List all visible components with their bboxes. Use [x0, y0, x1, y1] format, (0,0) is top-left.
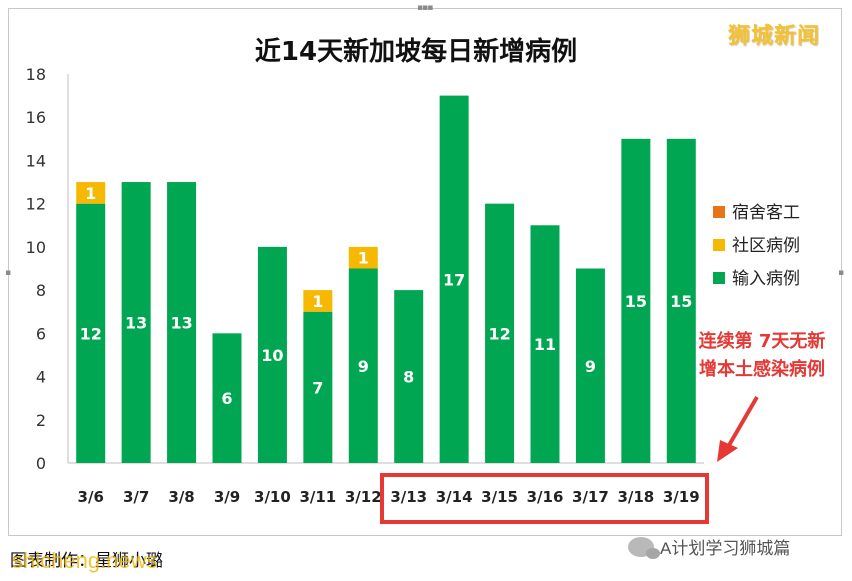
data-label: 11 — [534, 335, 556, 354]
x-tick-label: 3/7 — [123, 488, 149, 506]
bars: 12 1 13 13 6 10 7 1 9 1 8 17 12 11 9 15 15 — [76, 95, 696, 464]
data-label: 9 — [358, 357, 369, 376]
data-label: 13 — [125, 314, 147, 333]
annotation-arrow-shaft — [726, 395, 759, 449]
data-label: 8 — [403, 368, 414, 387]
wechat-icon — [628, 536, 660, 559]
x-tick-label: 3/6 — [78, 488, 104, 506]
wechat-account-label: A计划学习狮城篇 — [660, 539, 791, 558]
annotation-arrow-head — [717, 440, 738, 462]
chart-title: 近14天新加坡每日新增病例 — [255, 36, 577, 67]
data-label: 9 — [585, 357, 596, 376]
legend-swatch — [713, 272, 725, 284]
legend-label: 宿舍客工 — [732, 203, 800, 223]
bar — [666, 138, 696, 464]
legend-swatch — [713, 206, 725, 218]
wechat-account: A计划学习狮城篇 — [628, 534, 790, 559]
x-tick-label: 3/19 — [663, 488, 700, 506]
x-tick-label: 3/18 — [617, 488, 654, 506]
bar — [485, 203, 515, 463]
data-label: 7 — [312, 378, 323, 397]
data-label: 1 — [85, 184, 96, 203]
y-tick-label: 4 — [36, 368, 46, 387]
resize-handle-right[interactable]: ▪ — [838, 268, 844, 278]
x-tick-label: 3/12 — [345, 488, 382, 506]
data-label: 6 — [221, 389, 232, 408]
annotation-text: 增本土感染病例 — [699, 358, 825, 380]
x-tick-label: 3/8 — [168, 488, 194, 506]
x-tick-label: 3/15 — [481, 488, 518, 506]
resize-handle-top[interactable]: ▪▪▪ — [417, 3, 433, 13]
bar — [530, 225, 560, 463]
data-label: 15 — [670, 292, 692, 311]
caption: 图表制作：星狮小璐 — [10, 551, 163, 571]
bar — [121, 182, 151, 464]
data-label: 15 — [625, 292, 647, 311]
bar — [76, 182, 106, 204]
x-tick-label: 3/13 — [390, 488, 427, 506]
bar — [167, 182, 197, 464]
x-tick-label: 3/14 — [436, 488, 473, 506]
y-tick-label: 6 — [36, 324, 46, 343]
bar — [439, 95, 469, 463]
bar — [76, 203, 106, 463]
data-label: 12 — [80, 324, 102, 343]
legend-swatch — [713, 239, 725, 251]
logo: 狮城新闻 — [728, 24, 821, 49]
legend-label: 输入病例 — [732, 269, 800, 289]
bar — [257, 246, 287, 463]
data-label: 1 — [358, 249, 369, 268]
bar — [303, 290, 333, 312]
data-label: 10 — [261, 346, 283, 365]
y-tick-label: 12 — [26, 195, 46, 214]
legend-label: 社区病例 — [732, 236, 800, 256]
data-label: 13 — [170, 314, 192, 333]
y-tick-label: 0 — [36, 454, 46, 473]
x-tick-label: 3/9 — [214, 488, 240, 506]
bar — [348, 268, 378, 463]
data-label: 12 — [488, 324, 510, 343]
bar — [621, 138, 651, 464]
bar — [303, 311, 333, 463]
x-tick-label: 3/17 — [572, 488, 609, 506]
y-tick-label: 8 — [36, 281, 46, 300]
y-tick-label: 10 — [26, 238, 46, 257]
x-tick-label: 3/16 — [527, 488, 564, 506]
y-tick-label: 2 — [36, 411, 46, 430]
bar — [348, 246, 378, 269]
data-label: 1 — [312, 292, 323, 311]
highlight-box — [380, 473, 709, 524]
y-tick-label: 18 — [26, 65, 46, 84]
data-label: 17 — [443, 270, 465, 289]
bar — [394, 290, 424, 463]
resize-handle-left[interactable]: ▪ — [5, 268, 11, 278]
site-watermark: shicheng.news — [12, 548, 158, 573]
x-tick-label: 3/11 — [299, 488, 336, 506]
bar — [575, 268, 605, 463]
y-tick-label: 14 — [26, 151, 46, 170]
annotation-text: 连续第 7天无新 — [699, 330, 826, 352]
y-tick-label: 16 — [26, 108, 46, 127]
x-tick-label: 3/10 — [254, 488, 291, 506]
bar — [212, 333, 242, 463]
